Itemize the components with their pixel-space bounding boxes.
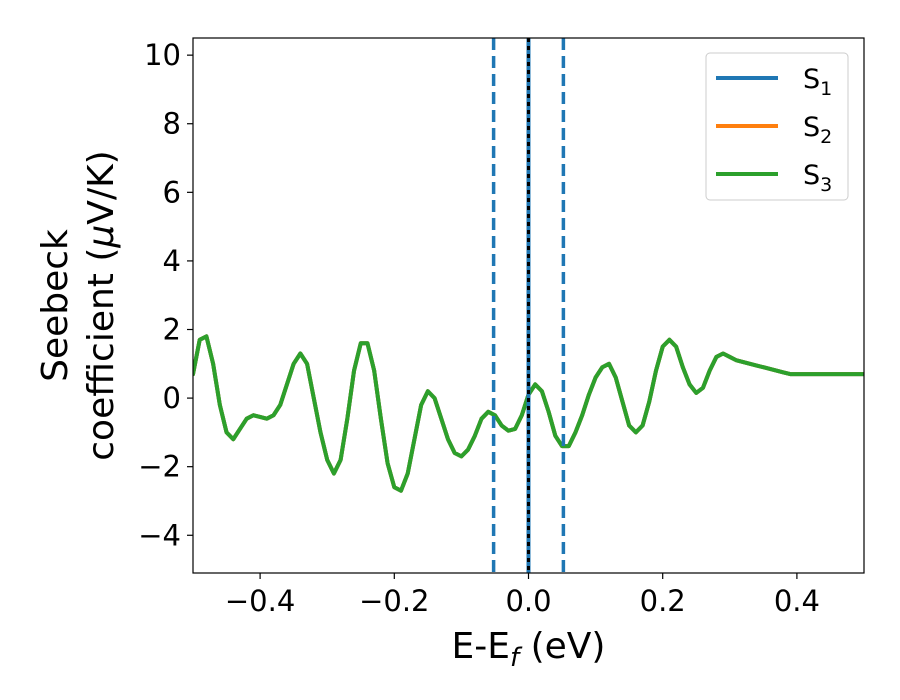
y-label-mu: μ [81, 225, 122, 249]
y-tick-label: 10 [144, 38, 181, 72]
y-tick-label: 0 [163, 381, 181, 415]
y-tick-label: 8 [163, 107, 181, 141]
y-tick-label: 2 [163, 313, 181, 347]
y-label-coefficient: coefficient ( [81, 248, 122, 461]
legend-label-s2: S2 [803, 112, 832, 148]
y-tick-label: 6 [163, 175, 181, 209]
legend: S1 S2 S3 [705, 52, 849, 201]
legend-label-s3: S3 [803, 160, 832, 196]
x-axis-ticks: −0.4 −0.2 0.0 0.2 0.4 [225, 573, 820, 618]
x-axis-label: E-Ef (eV) [452, 626, 606, 673]
y-axis-label-line1: Seebeck [35, 229, 76, 382]
x-axis-label-main: E-E [452, 626, 510, 667]
y-label-unit: V/K) [81, 150, 122, 224]
vline-layer [491, 38, 566, 573]
y-tick-label: 4 [163, 244, 181, 278]
y-axis-ticks: −4 −2 0 2 4 6 8 10 [138, 38, 193, 552]
x-tick-label: 0.0 [505, 584, 551, 618]
x-tick-label: −0.4 [225, 584, 295, 618]
x-axis-label-unit: (eV) [519, 626, 605, 667]
y-tick-label: −2 [138, 450, 181, 484]
y-axis-label: Seebeck coefficient (μV/K) [35, 150, 122, 460]
y-axis-label-line2: coefficient (μV/K) [81, 150, 122, 460]
x-tick-label: 0.2 [640, 584, 686, 618]
y-tick-label: −4 [138, 518, 181, 552]
x-tick-label: −0.2 [359, 584, 429, 618]
x-tick-label: 0.4 [774, 584, 820, 618]
legend-label-s1: S1 [803, 64, 832, 100]
